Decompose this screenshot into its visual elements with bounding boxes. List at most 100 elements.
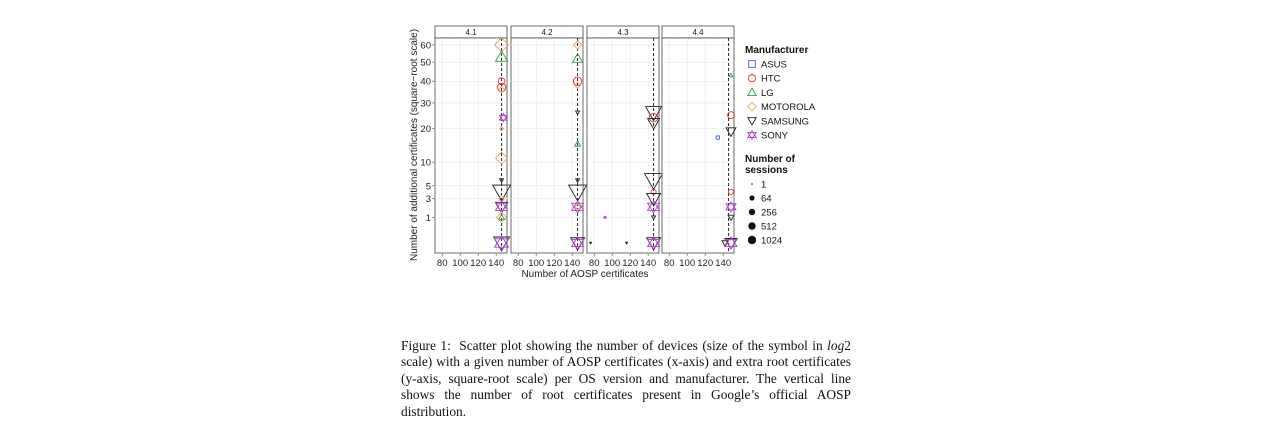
caption-text-after: 2 scale) with a given number of AOSP cer… — [401, 338, 851, 419]
data-point — [567, 184, 588, 202]
legend-key-triangle-down — [747, 117, 757, 126]
data-point — [572, 76, 583, 86]
data-point — [724, 236, 738, 250]
data-point — [646, 236, 661, 250]
y-tick-label: 50 — [420, 58, 431, 69]
data-point — [498, 112, 509, 123]
facet-panel-4.4: 4.4 80 100 120 140 — [661, 25, 738, 269]
x-tick-label: 140 — [488, 258, 504, 269]
legend-session-dot — [749, 195, 755, 201]
figure-caption: Figure 1: Scatter plot showing the numbe… — [401, 338, 851, 420]
data-point — [727, 111, 735, 119]
legend-manufacturer-title: Manufacturer — [745, 45, 808, 56]
caption-label: Figure 1: — [401, 338, 451, 353]
data-point — [643, 173, 664, 191]
data-point — [646, 118, 661, 130]
facet-label: 4.1 — [465, 28, 477, 37]
data-point — [496, 82, 507, 93]
facet-label: 4.4 — [692, 28, 704, 37]
y-tick-label: 30 — [420, 98, 431, 109]
x-tick-label: 100 — [604, 258, 620, 269]
legend-session-label: 1024 — [761, 236, 782, 247]
legend-key-star — [746, 129, 758, 141]
y-tick-label: 60 — [420, 40, 431, 51]
data-point — [574, 178, 581, 184]
data-point — [727, 214, 735, 222]
data-point — [574, 110, 581, 116]
data-point — [728, 72, 734, 78]
x-tick-label: 80 — [664, 258, 675, 269]
x-tick-label: 100 — [528, 258, 544, 269]
data-point — [494, 49, 509, 62]
data-point — [573, 203, 582, 211]
data-point — [648, 113, 659, 123]
caption-text-before: Scatter plot showing the number of devic… — [459, 338, 828, 353]
data-point — [493, 37, 510, 53]
data-point — [725, 127, 737, 138]
y-tick-label: 40 — [420, 77, 431, 88]
data-point — [495, 211, 508, 224]
data-point — [498, 178, 505, 184]
legend-key-circle — [747, 74, 757, 83]
y-tick-label: 10 — [420, 158, 431, 169]
data-point — [493, 235, 510, 251]
data-point — [497, 85, 506, 94]
x-tick-label: 120 — [622, 258, 638, 269]
data-point — [573, 140, 582, 147]
y-tick-label: 3 — [426, 194, 431, 205]
y-tick-label: 20 — [420, 124, 431, 135]
data-point — [728, 188, 735, 195]
data-point — [588, 241, 593, 245]
data-point — [491, 184, 512, 202]
data-point — [497, 77, 506, 86]
data-point — [571, 52, 584, 63]
legend-session-label: 512 — [761, 222, 777, 233]
legend-session-label: 64 — [761, 194, 772, 205]
data-point — [645, 193, 662, 207]
legend-manufacturer-label: SONY — [761, 131, 789, 142]
data-point — [650, 215, 657, 221]
y-axis-ticks: 1 3 5 10 20 30 40 50 60 — [420, 40, 435, 224]
x-tick-label: 80 — [437, 258, 448, 269]
data-point — [644, 106, 663, 122]
legend-key-diamond — [747, 101, 757, 112]
facet-panel-4.1: 4.1 80 100 120 140 — [434, 25, 512, 269]
caption-math: log — [827, 338, 845, 353]
legend-key-square — [748, 60, 756, 68]
legend-session-label: 1 — [761, 180, 766, 191]
x-tick-label: 120 — [470, 258, 486, 269]
data-point — [570, 236, 585, 250]
x-tick-label: 120 — [697, 258, 713, 269]
data-point — [494, 199, 509, 214]
legend-manufacturer-label: HTC — [761, 74, 781, 85]
data-point — [494, 151, 509, 165]
legend-manufacturer-label: MOTOROLA — [761, 102, 816, 113]
legend-manufacturer-label: ASUS — [761, 60, 787, 71]
x-tick-label: 140 — [640, 258, 656, 269]
legend: Manufacturer ASUS HTC LG MOTOROLA SAMSUNG SONY… — [745, 45, 816, 247]
legend-manufacturer-label: LG — [761, 88, 774, 99]
x-tick-label: 100 — [452, 258, 468, 269]
y-axis-label: Number of additional certificates (squar… — [409, 29, 420, 261]
x-tick-label: 140 — [564, 258, 580, 269]
legend-session-dot — [748, 208, 756, 216]
x-tick-label: 140 — [715, 258, 731, 269]
legend-session-dot — [747, 235, 757, 245]
scatter-figure: Number of additional certificates (squar… — [409, 25, 816, 280]
facet-panel-4.2: 4.2 80 100 120 140 — [510, 25, 588, 269]
x-tick-label: 100 — [679, 258, 695, 269]
data-point — [572, 40, 583, 50]
data-point — [624, 241, 629, 245]
legend-session-dot — [748, 222, 756, 230]
data-point — [646, 199, 661, 214]
legend-manufacturer-label: SAMSUNG — [761, 116, 809, 127]
data-point — [497, 213, 506, 221]
data-point — [573, 81, 582, 89]
y-tick-label: 1 — [426, 213, 431, 224]
legend-key-triangle — [747, 87, 757, 97]
facet-label: 4.3 — [617, 28, 629, 37]
facet-panel-4.3: 4.3 80 100 120 140 — [586, 25, 664, 269]
x-tick-label: 80 — [589, 258, 600, 269]
y-tick-label: 5 — [426, 181, 431, 192]
